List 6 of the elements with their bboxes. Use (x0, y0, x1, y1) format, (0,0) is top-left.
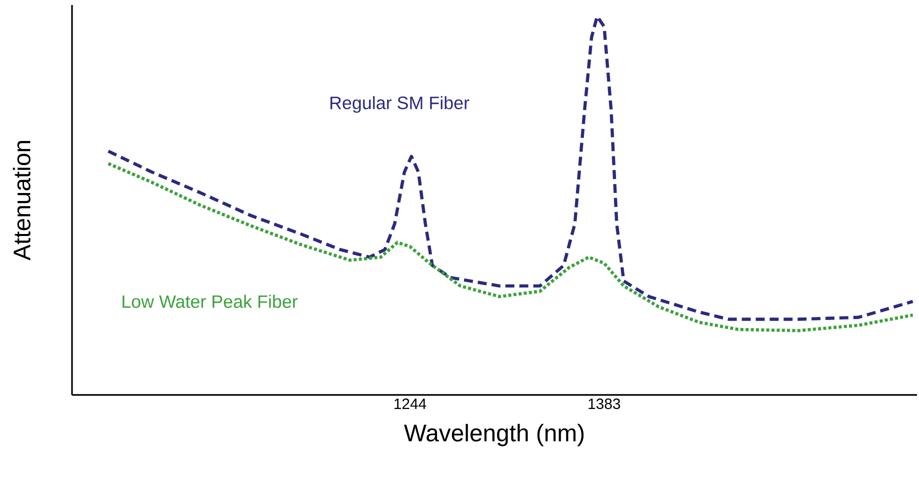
text: Low Water Peak Fiber (122, 294, 298, 308)
x-tick-label: 1383 (588, 398, 620, 410)
x-tick-label: 1244 (394, 398, 426, 409)
x-axis-title: Wavelength (nm) (404, 424, 584, 446)
text: Regular SM Fiber (330, 96, 470, 113)
y-axis-title: Attenuation (12, 141, 30, 260)
